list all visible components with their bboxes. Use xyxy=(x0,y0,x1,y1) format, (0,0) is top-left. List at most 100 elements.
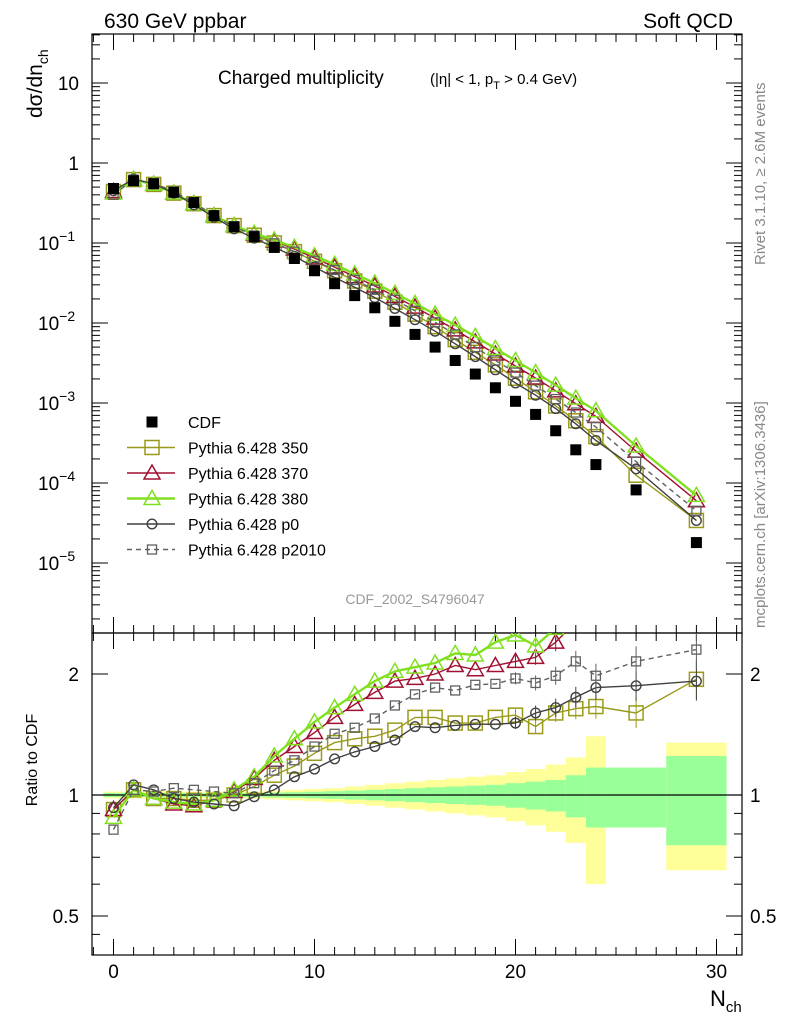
y-tick-label: 0.5 xyxy=(750,907,776,928)
data-point xyxy=(329,278,341,290)
data-point xyxy=(490,678,501,690)
data-point xyxy=(628,568,644,582)
data-point xyxy=(188,796,200,808)
data-point xyxy=(466,660,485,677)
data-point xyxy=(365,671,385,688)
data-point xyxy=(146,416,158,428)
ratio-axes: 0 10 20 30 0.5 0.5 1 1 2 2 xyxy=(53,632,776,983)
y-tick-label: 10−3 xyxy=(38,388,75,415)
data-point xyxy=(249,778,260,789)
data-point xyxy=(626,436,646,453)
data-point xyxy=(385,661,405,679)
data-point xyxy=(425,304,445,321)
ratio-line xyxy=(112,680,697,809)
data-point xyxy=(246,778,262,795)
data-point xyxy=(530,677,541,689)
data-point xyxy=(148,178,160,190)
data-point xyxy=(690,675,702,687)
data-point xyxy=(389,734,401,746)
legend-label: Pythia 6.428 380 xyxy=(188,492,308,509)
legend-item: CDF xyxy=(146,415,221,432)
data-point xyxy=(429,317,441,328)
data-point xyxy=(389,294,401,305)
header-right-label: Soft QCD xyxy=(643,10,733,33)
data-point xyxy=(409,721,421,733)
data-point xyxy=(188,784,200,795)
legend: CDF Pythia 6.428 350 Pythia 6.428 370 Pythi… xyxy=(127,415,326,560)
chart-title-cuts: (|η| < 1, pT > 0.4 GeV) xyxy=(430,71,577,92)
data-point xyxy=(168,186,180,198)
data-point xyxy=(510,395,521,407)
data-point xyxy=(427,709,443,726)
data-point xyxy=(530,707,542,719)
legend-label: Pythia 6.428 p2010 xyxy=(188,543,326,560)
data-point xyxy=(309,763,321,775)
data-point xyxy=(208,786,220,797)
data-point xyxy=(687,485,706,503)
y-tick-label: 2 xyxy=(68,665,79,686)
data-point xyxy=(630,463,642,475)
ratio-frame xyxy=(91,632,743,956)
data-point xyxy=(405,657,425,674)
analysis-id-label: CDF_2002_S4796047 xyxy=(345,591,485,607)
main-panel: 10−5 10−4 10−3 10−2 10−1 1 10 Charged multipli… xyxy=(24,33,743,634)
band-green xyxy=(545,779,566,812)
legend-item: Pythia 6.428 p0 xyxy=(127,517,299,534)
data-point xyxy=(244,767,264,784)
data-point xyxy=(469,718,481,730)
data-point xyxy=(550,670,561,681)
data-point xyxy=(688,579,704,593)
data-point xyxy=(690,537,702,549)
data-point xyxy=(526,368,545,385)
ratio-line xyxy=(112,648,697,830)
data-point xyxy=(489,718,501,730)
data-point xyxy=(566,394,586,411)
data-point xyxy=(168,793,180,805)
data-point xyxy=(526,636,545,653)
legend-label: Pythia 6.428 p0 xyxy=(188,517,299,534)
data-point xyxy=(285,729,304,746)
y-axis-label-text: dσ/dnch xyxy=(24,49,51,118)
data-point xyxy=(208,210,220,222)
data-point xyxy=(510,717,522,729)
y-tick-label: 10−5 xyxy=(38,548,75,575)
data-point xyxy=(588,584,604,598)
x-tick-label: 30 xyxy=(706,962,727,983)
main-axes: 10−5 10−4 10−3 10−2 10−1 1 10 xyxy=(38,33,743,634)
data-point xyxy=(688,568,704,582)
data-point xyxy=(128,175,140,187)
legend-label: CDF xyxy=(188,415,221,432)
data-point xyxy=(570,656,581,667)
data-point xyxy=(630,680,642,692)
ratio-series-pythia-6-428-p0 xyxy=(107,661,702,814)
data-point xyxy=(590,434,602,446)
data-point xyxy=(288,771,300,783)
y-tick-label: 1 xyxy=(750,786,761,807)
data-point xyxy=(570,418,582,430)
data-point xyxy=(630,484,642,496)
data-point xyxy=(309,265,320,277)
data-point xyxy=(586,401,606,418)
header-left-label: 630 GeV ppbar xyxy=(104,10,246,33)
data-point xyxy=(445,320,465,337)
data-point xyxy=(305,723,324,740)
data-point xyxy=(409,305,421,316)
y-tick-label: 10−2 xyxy=(38,308,75,335)
data-point xyxy=(144,789,163,806)
data-point xyxy=(630,456,642,467)
data-point xyxy=(389,315,401,327)
data-point xyxy=(506,350,525,368)
data-point xyxy=(550,702,562,714)
data-point xyxy=(268,241,280,253)
data-point xyxy=(466,645,485,662)
chart-title: Charged multiplicity xyxy=(218,68,384,89)
data-point xyxy=(268,784,280,796)
data-point xyxy=(530,408,542,420)
band-green xyxy=(565,775,586,818)
data-point xyxy=(409,689,421,700)
data-point xyxy=(550,425,562,437)
x-axis-label: Nch xyxy=(710,986,742,1016)
data-point xyxy=(546,633,565,649)
band-green xyxy=(666,756,727,846)
